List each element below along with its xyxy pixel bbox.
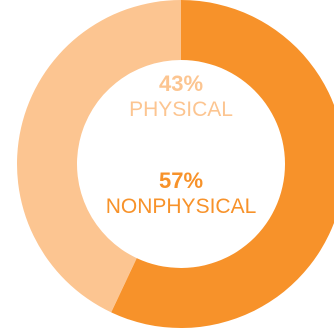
physical-percent-label: 43% bbox=[158, 71, 204, 96]
physical-category-label: PHYSICAL bbox=[129, 98, 233, 121]
slice-physical bbox=[16, 0, 182, 313]
physical-label-block: 43% PHYSICAL bbox=[0, 71, 334, 122]
nonphysical-percent-label: 57% bbox=[158, 168, 204, 193]
slice-nonphysical bbox=[111, 0, 334, 328]
nonphysical-label-block: 57% NONPHYSICAL bbox=[0, 168, 334, 219]
nonphysical-category-label: NONPHYSICAL bbox=[105, 195, 257, 218]
